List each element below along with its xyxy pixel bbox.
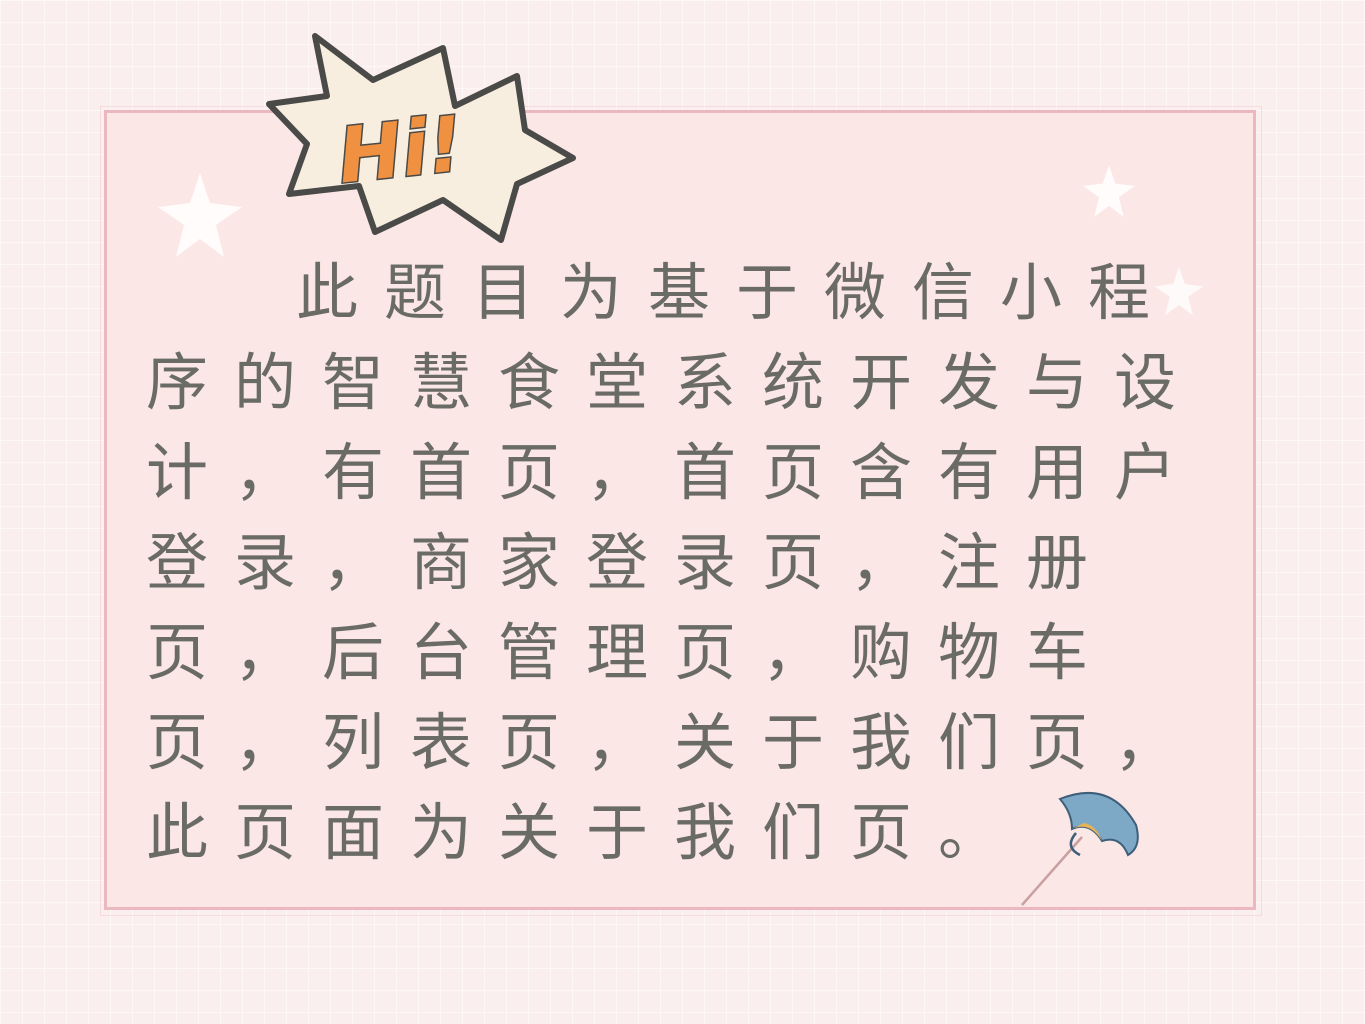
star-icon [1082, 164, 1136, 218]
hi-badge: Hi! [266, 33, 576, 243]
badge-text: Hi! [334, 99, 467, 201]
main-paragraph: 此题目为基于微信小程序的智慧食堂系统开发与设计，有首页，首页含有用户登录，商家登… [146, 256, 1203, 869]
card-outer-line [100, 106, 1262, 916]
star-icon [158, 173, 242, 257]
star-icon [1154, 266, 1204, 316]
burst-shape [266, 33, 576, 243]
content-card [104, 110, 1256, 910]
umbrella-icon [1021, 791, 1139, 906]
